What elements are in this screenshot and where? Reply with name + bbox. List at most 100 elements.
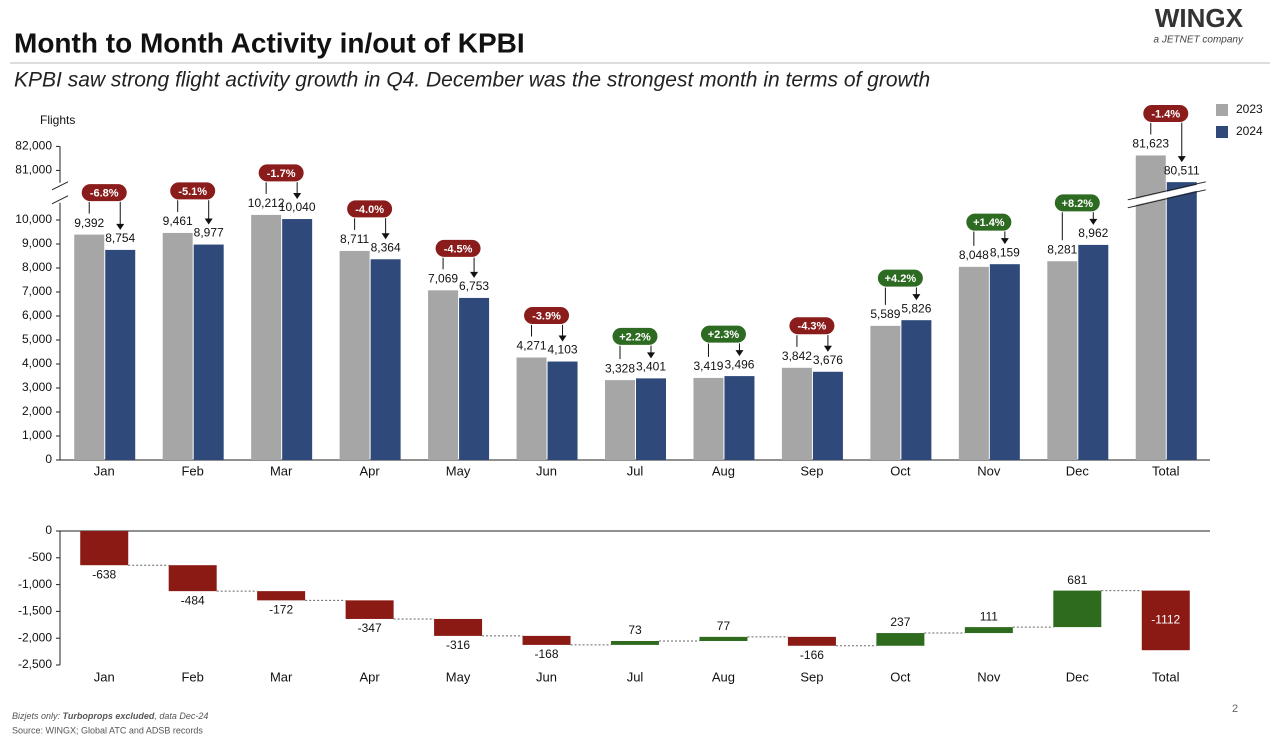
bar [1078,244,1109,460]
waterfall-bar [1053,590,1102,628]
waterfall-bar [257,591,306,601]
value-label: 80,511 [1164,163,1200,177]
value-label: -638 [92,567,116,581]
waterfall-bar [876,633,925,646]
arrow-head [912,294,921,301]
y-tick-label: 8,000 [22,260,52,274]
value-label: 5,826 [901,301,931,315]
arrow-head [647,352,655,359]
x-tick-label: Oct [890,463,911,478]
x-tick-label: Sep [800,669,823,684]
x-tick-label: Feb [181,669,203,684]
y-tick-label: -2,000 [18,630,52,644]
change-label: +2.2% [619,331,651,343]
value-label: 3,676 [813,353,843,367]
bar [459,297,490,460]
title: Month to Month Activity in/out of KPBI [14,27,525,58]
legend-swatch [1216,126,1228,138]
change-pill [346,199,394,219]
value-label: 8,159 [990,245,1020,259]
value-label: 7,069 [428,272,458,286]
x-tick-label: Jun [536,669,557,684]
bar [1135,155,1166,460]
x-tick-label: Nov [977,463,1001,478]
change-pill [523,305,571,325]
y-tick-label: 2,000 [22,404,52,418]
bar [516,357,547,460]
change-pill [257,163,305,183]
value-label: 681 [1067,573,1087,587]
y-tick-label: -500 [28,550,52,564]
change-pill [788,316,836,336]
logo: WINGX [1155,3,1244,33]
value-label: 10,040 [279,200,316,214]
change-label: +8.2% [1062,198,1094,210]
bar [1047,261,1078,460]
bar [901,320,932,460]
arrow-head [381,233,390,240]
x-tick-label: Mar [270,669,293,684]
y-tick-label: 82,000 [15,139,52,153]
bar [812,371,843,460]
legend-swatch [1216,104,1228,116]
bar [74,234,105,460]
change-label: -4.5% [444,243,473,255]
x-tick-label: Dec [1066,463,1090,478]
y-tick-label: -2,500 [18,657,52,671]
y-tick-label: 6,000 [22,308,52,322]
value-label: 8,048 [959,248,989,262]
value-label: -168 [535,647,559,661]
legend-label: 2024 [1236,124,1263,138]
value-label: -316 [446,638,470,652]
value-label: -347 [358,621,382,635]
x-tick-label: Sep [800,463,823,478]
bar [193,244,224,460]
bar [1166,182,1197,461]
waterfall-bar [168,565,217,592]
value-label: -172 [269,603,293,617]
footnote-part: , data Dec-24 [154,711,208,721]
value-label: 4,103 [548,343,578,357]
bar [105,249,136,460]
change-label: -1.7% [267,168,296,180]
value-label: 111 [980,609,999,623]
footnote-part: Turboprops excluded [63,711,155,721]
value-label: 3,419 [693,359,723,373]
bar-break [1127,182,1206,207]
change-label: -4.3% [798,321,827,333]
change-pill [1142,103,1190,123]
change-label: +2.3% [708,329,740,341]
x-tick-label: Jun [536,463,557,478]
y-tick-label: 1,000 [22,428,52,442]
x-tick-label: Apr [359,669,380,684]
change-label: -5.1% [178,186,207,198]
arrow-head [558,335,567,342]
axis-break [51,181,69,191]
y-tick-label: -1,000 [18,577,52,591]
arrow-head [116,223,125,230]
bar [282,219,313,460]
value-label: 5,589 [870,307,900,321]
change-label: -6.8% [90,187,119,199]
bar-break-line [1127,189,1206,209]
x-tick-label: Jan [94,463,115,478]
change-pill [434,238,482,258]
x-tick-label: Feb [181,463,203,478]
bar [605,380,635,460]
value-label: 81,623 [1132,137,1169,151]
bar-break-line [1127,181,1206,201]
waterfall-bar [522,635,571,645]
value-label: 10,212 [248,196,285,210]
source: Source: WINGX; Global ATC and ADSB recor… [12,725,203,735]
value-label: 3,842 [782,349,812,363]
waterfall-bar [80,531,129,566]
x-tick-label: Jul [627,669,644,684]
value-label: 8,711 [340,232,369,246]
y-tick-label: 4,000 [22,356,52,370]
bar [870,325,901,460]
change-pill [1053,193,1101,213]
value-label: 237 [890,615,910,629]
waterfall-bar [345,600,394,619]
y-tick-label: 7,000 [22,284,52,298]
bar [428,290,459,460]
